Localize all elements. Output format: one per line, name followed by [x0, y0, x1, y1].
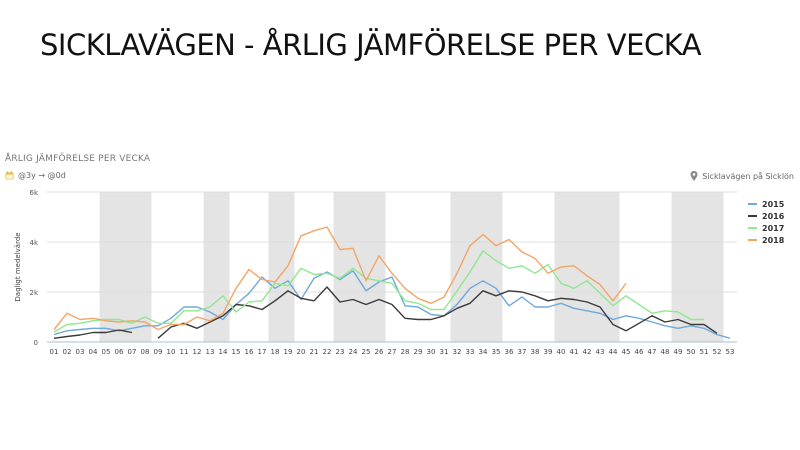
legend-label: 2015 — [762, 199, 785, 209]
location[interactable]: Sicklavägen på Sicklön — [690, 171, 794, 181]
legend-swatch — [748, 203, 757, 205]
x-tick-label: 03 — [76, 348, 85, 356]
x-tick-label: 36 — [505, 348, 514, 356]
y-axis-label: Dagligt medelvärde — [14, 232, 22, 301]
x-tick-label: 01 — [50, 348, 59, 356]
x-tick-label: 37 — [518, 348, 527, 356]
legend-item-2018[interactable]: 2018 — [748, 234, 784, 246]
x-tick-label: 08 — [141, 348, 150, 356]
x-tick-label: 15 — [232, 348, 241, 356]
x-tick-label: 21 — [310, 348, 319, 356]
x-tick-label: 10 — [167, 348, 176, 356]
y-tick-label: 6k — [29, 189, 38, 197]
x-tick-label: 09 — [154, 348, 163, 356]
x-tick-label: 18 — [271, 348, 280, 356]
y-tick-label: 0 — [34, 339, 38, 347]
x-tick-label: 51 — [700, 348, 709, 356]
x-tick-label: 12 — [193, 348, 202, 356]
x-tick-label: 53 — [726, 348, 735, 356]
x-tick-label: 11 — [180, 348, 189, 356]
x-tick-label: 02 — [63, 348, 72, 356]
x-tick-label: 17 — [258, 348, 267, 356]
x-tick-label: 28 — [401, 348, 410, 356]
x-tick-label: 14 — [219, 348, 228, 356]
shaded-week-band — [268, 192, 295, 342]
legend-swatch — [748, 215, 757, 217]
x-tick-label: 24 — [349, 348, 358, 356]
y-tick-label: 2k — [29, 289, 38, 297]
series-line-2018 — [53, 226, 627, 331]
x-tick-label: 52 — [713, 348, 722, 356]
x-tick-label: 40 — [557, 348, 566, 356]
x-tick-label: 26 — [375, 348, 384, 356]
x-tick-label: 47 — [648, 348, 657, 356]
x-tick-label: 16 — [245, 348, 254, 356]
y-tick-label: 4k — [29, 239, 38, 247]
series-line-2015 — [53, 270, 731, 339]
chart-legend: 2015 2016 2017 2018 — [748, 198, 784, 246]
slide-title: SICKLAVÄGEN - ÅRLIG JÄMFÖRELSE PER VECKA — [40, 28, 702, 62]
x-tick-label: 42 — [583, 348, 592, 356]
x-tick-label: 07 — [128, 348, 137, 356]
weekly-comparison-chart: 0 2k 4k 6k 01 02 03 04 05 06 07 08 09 10 11 12 13 14 15 16 1… — [14, 189, 737, 356]
shaded-week-band — [333, 192, 386, 342]
legend-label: 2016 — [762, 211, 785, 221]
x-tick-label: 22 — [323, 348, 332, 356]
calendar-icon — [5, 171, 14, 180]
date-range-label: @3y → @0d — [18, 171, 66, 180]
x-tick-label: 49 — [674, 348, 683, 356]
location-label: Sicklavägen på Sicklön — [702, 171, 794, 181]
x-tick-label: 48 — [661, 348, 670, 356]
x-tick-label: 34 — [479, 348, 488, 356]
widget-title: ÅRLIG JÄMFÖRELSE PER VECKA — [5, 154, 151, 164]
x-tick-label: 30 — [427, 348, 436, 356]
x-tick-label: 38 — [531, 348, 540, 356]
shaded-week-band — [450, 192, 503, 342]
series-line-2016 — [157, 286, 718, 339]
x-tick-label: 20 — [297, 348, 306, 356]
x-tick-label: 06 — [115, 348, 124, 356]
legend-label: 2017 — [762, 223, 785, 233]
legend-item-2017[interactable]: 2017 — [748, 222, 784, 234]
series-line-2017 — [53, 250, 704, 333]
x-tick-label: 27 — [388, 348, 397, 356]
date-range[interactable]: @3y → @0d — [5, 171, 66, 180]
x-tick-label: 33 — [466, 348, 475, 356]
map-pin-icon — [690, 171, 698, 181]
x-tick-label: 32 — [453, 348, 462, 356]
x-tick-label: 43 — [596, 348, 605, 356]
x-tick-label: 25 — [362, 348, 371, 356]
x-tick-label: 31 — [440, 348, 449, 356]
x-tick-label: 23 — [336, 348, 345, 356]
x-tick-label: 41 — [570, 348, 579, 356]
legend-label: 2018 — [762, 235, 785, 245]
x-tick-label: 35 — [492, 348, 501, 356]
legend-item-2015[interactable]: 2015 — [748, 198, 784, 210]
x-tick-label: 29 — [414, 348, 423, 356]
x-tick-label: 05 — [102, 348, 111, 356]
x-tick-label: 04 — [89, 348, 98, 356]
series-line-2016 — [53, 329, 133, 339]
shaded-week-band — [99, 192, 152, 342]
x-tick-label: 44 — [609, 348, 618, 356]
legend-item-2016[interactable]: 2016 — [748, 210, 784, 222]
x-tick-label: 39 — [544, 348, 553, 356]
x-tick-label: 46 — [635, 348, 644, 356]
shaded-week-band — [671, 192, 724, 342]
x-tick-label: 50 — [687, 348, 696, 356]
x-tick-label: 13 — [206, 348, 215, 356]
x-tick-label: 45 — [622, 348, 631, 356]
x-tick-label: 19 — [284, 348, 293, 356]
legend-swatch — [748, 227, 757, 229]
legend-swatch — [748, 239, 757, 241]
